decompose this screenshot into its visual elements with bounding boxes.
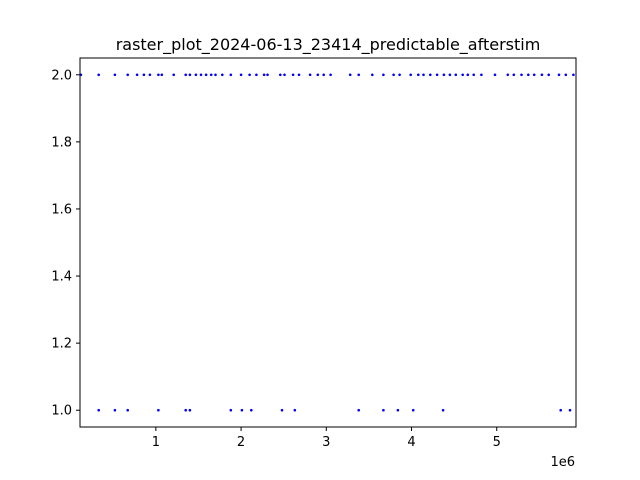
data-point	[348, 73, 352, 77]
data-point	[266, 73, 269, 77]
y-tick-label: 1.2	[51, 337, 72, 352]
data-point	[160, 73, 164, 77]
data-point	[135, 73, 139, 77]
data-point	[448, 73, 452, 77]
data-point	[417, 73, 420, 77]
y-tick-label: 1.6	[51, 202, 72, 217]
data-point	[435, 73, 439, 77]
data-point	[329, 73, 332, 77]
data-point	[214, 73, 217, 77]
y-tick-label: 1.4	[51, 270, 72, 285]
data-point	[422, 73, 425, 77]
data-point	[382, 408, 385, 412]
data-point	[454, 73, 458, 77]
data-point	[371, 73, 374, 77]
data-point	[184, 408, 187, 412]
data-point	[157, 408, 160, 412]
data-point	[461, 73, 465, 77]
data-point	[322, 73, 326, 77]
x-tick-label: 5	[493, 435, 501, 450]
data-point	[184, 73, 187, 77]
data-point	[316, 73, 320, 77]
data-point	[239, 73, 243, 77]
data-point	[97, 408, 100, 412]
chart-title: raster_plot_2024-06-13_23414_predictable…	[116, 35, 541, 55]
data-point	[572, 73, 575, 77]
data-point	[564, 73, 568, 77]
data-point	[279, 73, 282, 77]
data-point	[113, 73, 117, 77]
data-point	[280, 408, 284, 412]
data-point	[172, 73, 175, 77]
x-tick-label: 1	[152, 435, 160, 450]
data-point	[194, 73, 198, 77]
x-offset-text: 1e6	[550, 455, 575, 470]
data-point	[297, 73, 301, 77]
data-point	[392, 73, 395, 77]
data-point	[229, 73, 233, 77]
data-point	[480, 73, 483, 77]
data-point	[97, 73, 100, 77]
data-point	[559, 408, 562, 412]
data-point	[148, 73, 152, 77]
data-point	[126, 73, 129, 77]
data-point	[493, 73, 497, 77]
data-point	[411, 408, 415, 412]
data-point	[357, 408, 361, 412]
plot-frame	[79, 57, 577, 428]
data-point	[396, 408, 400, 412]
data-point	[547, 73, 550, 77]
x-tick-label: 2	[237, 435, 245, 450]
data-point	[409, 73, 413, 77]
y-tick-label: 1.8	[51, 135, 72, 150]
data-point	[250, 408, 253, 412]
data-point	[429, 73, 432, 77]
y-tick-label: 1.0	[51, 404, 72, 419]
data-points	[79, 73, 575, 412]
data-point	[157, 73, 160, 77]
data-point	[466, 73, 470, 77]
data-point	[512, 73, 516, 77]
data-point	[308, 73, 312, 77]
data-point	[293, 408, 297, 412]
data-point	[472, 73, 476, 77]
y-tick-label: 2.0	[51, 68, 72, 83]
data-point	[291, 73, 295, 77]
y-axis: 1.0 1.2 1.4 1.6 1.8 2.0	[51, 68, 80, 419]
data-point	[540, 73, 544, 77]
data-point	[441, 408, 445, 412]
data-point	[209, 73, 213, 77]
data-point	[204, 73, 208, 77]
data-point	[283, 73, 286, 77]
data-point	[188, 408, 192, 412]
data-point	[442, 73, 446, 77]
data-point	[506, 73, 510, 77]
data-point	[126, 408, 129, 412]
data-point	[229, 408, 233, 412]
data-point	[532, 73, 536, 77]
data-point	[255, 73, 258, 77]
x-tick-label: 4	[407, 435, 415, 450]
data-point	[142, 73, 146, 77]
data-point	[221, 73, 224, 77]
x-tick-label: 3	[322, 435, 330, 450]
data-point	[568, 408, 572, 412]
data-point	[527, 73, 530, 77]
x-axis: 1 2 3 4 5	[152, 427, 501, 450]
data-point	[520, 73, 523, 77]
data-point	[240, 408, 244, 412]
data-point	[248, 73, 251, 77]
data-point	[262, 73, 266, 77]
data-point	[188, 73, 192, 77]
data-point	[557, 73, 561, 77]
data-point	[382, 73, 385, 77]
data-point	[113, 408, 117, 412]
data-point	[357, 73, 361, 77]
data-point	[199, 73, 203, 77]
data-point	[398, 73, 401, 77]
